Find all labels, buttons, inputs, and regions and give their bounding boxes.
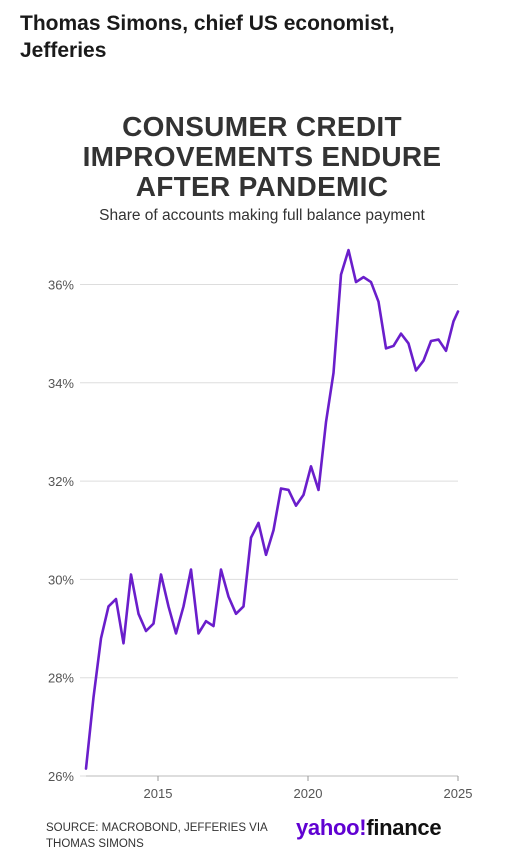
logo-exclamation: !: [359, 815, 367, 840]
y-tick-label: 34%: [48, 376, 74, 391]
line-chart: 26% 28% 30% 32% 34% 36% 2015 2020 2025: [48, 248, 473, 801]
chart-title: CONSUMER CREDIT IMPROVEMENTS ENDURE AFTE…: [0, 112, 524, 202]
x-tick-label: 2025: [444, 786, 473, 801]
chart-subtitle: Share of accounts making full balance pa…: [99, 207, 425, 224]
chart-title-line-2: IMPROVEMENTS ENDURE: [82, 141, 442, 172]
yahoo-finance-logo: yahoo!finance: [296, 815, 442, 841]
chart-title-line-1: CONSUMER CREDIT: [122, 111, 402, 142]
y-tick-label: 36%: [48, 277, 74, 292]
chart-title-line-3: AFTER PANDEMIC: [135, 171, 389, 202]
y-tick-label: 32%: [48, 474, 74, 489]
y-tick-label: 28%: [48, 671, 74, 686]
grid-lines: [80, 283, 458, 777]
source-line-2: Thomas Simons: [46, 838, 144, 850]
author-header: Thomas Simons, chief US economist, Jeffe…: [20, 10, 510, 64]
source-line-1: Source: Macrobond, Jefferies via: [46, 822, 268, 834]
author-company-line: Jefferies: [20, 39, 107, 62]
y-tick-label: 26%: [48, 769, 74, 784]
series-line: [84, 248, 460, 770]
logo-yahoo-text: yahoo: [296, 815, 360, 840]
source-note: Source: Macrobond, Jefferies via Thomas …: [46, 820, 268, 852]
x-tick-label: 2020: [294, 786, 323, 801]
y-axis-labels: 26% 28% 30% 32% 34% 36%: [48, 277, 74, 784]
author-name-line: Thomas Simons, chief US economist,: [20, 12, 395, 35]
y-tick-label: 30%: [48, 572, 74, 587]
logo-finance-text: finance: [366, 815, 442, 840]
x-tick-label: 2015: [144, 786, 173, 801]
x-axis: 2015 2020 2025: [86, 775, 473, 801]
series-layer: [84, 248, 460, 770]
